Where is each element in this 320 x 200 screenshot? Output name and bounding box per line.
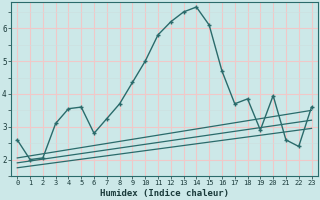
X-axis label: Humidex (Indice chaleur): Humidex (Indice chaleur) [100,189,229,198]
